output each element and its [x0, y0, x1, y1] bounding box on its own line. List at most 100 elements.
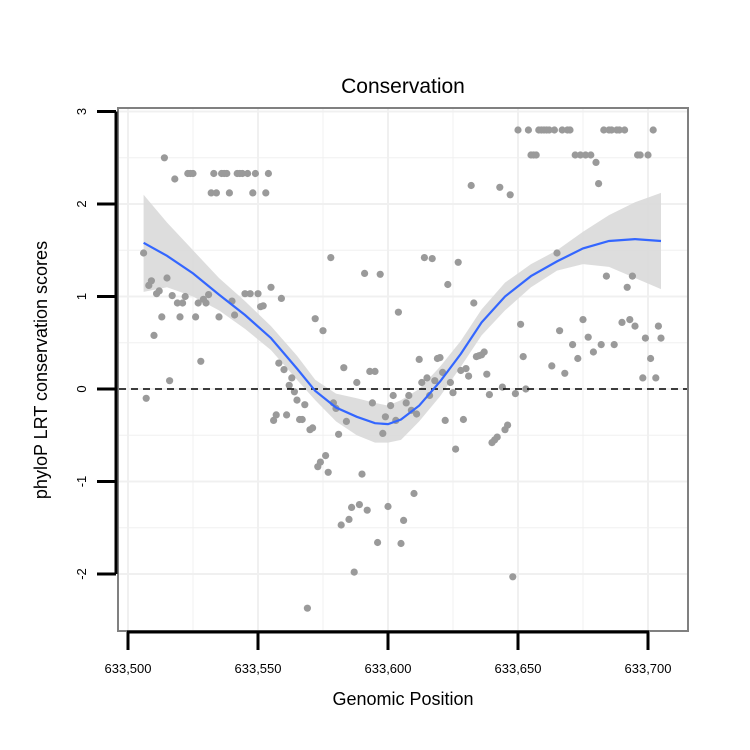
data-point: [654, 322, 663, 330]
data-point: [150, 331, 158, 339]
data-point: [327, 254, 335, 262]
data-point: [636, 151, 644, 159]
data-point: [584, 333, 592, 341]
data-point: [647, 354, 655, 363]
x-tick-label-0: 633,500: [105, 661, 152, 676]
data-point: [493, 433, 501, 441]
data-point: [316, 458, 324, 466]
x-tick-label-2: 633,600: [365, 661, 412, 676]
data-point: [280, 366, 288, 374]
data-point: [452, 445, 460, 453]
data-point: [550, 126, 559, 134]
data-point: [202, 299, 210, 307]
data-point: [142, 394, 150, 402]
data-point: [431, 377, 439, 385]
data-point: [506, 191, 514, 199]
data-point: [514, 126, 522, 134]
data-point: [275, 359, 283, 367]
x-axis-label: Genomic Position: [332, 689, 473, 709]
points-layer: [140, 126, 665, 612]
data-point: [587, 151, 595, 159]
data-point: [657, 334, 665, 342]
data-point: [532, 151, 540, 159]
data-point: [522, 385, 530, 393]
data-point: [459, 415, 467, 424]
data-point: [548, 362, 556, 370]
data-point: [322, 452, 330, 460]
data-point: [618, 318, 626, 326]
y-tick-label-4: 2: [74, 200, 89, 207]
data-point: [241, 290, 249, 298]
data-point: [465, 372, 473, 380]
data-point: [215, 313, 223, 321]
data-point: [251, 169, 259, 178]
data-point: [363, 506, 371, 514]
data-point: [311, 315, 319, 323]
data-point: [324, 468, 332, 476]
data-point: [173, 299, 181, 307]
data-point: [303, 604, 311, 612]
data-point: [517, 320, 525, 328]
data-point: [485, 391, 493, 399]
data-point: [462, 365, 470, 373]
data-point: [504, 421, 512, 429]
data-point: [574, 354, 582, 363]
data-point: [288, 374, 296, 382]
data-point: [171, 175, 179, 183]
data-point: [413, 410, 421, 418]
data-point: [556, 327, 564, 335]
data-point: [576, 151, 585, 159]
data-point: [249, 189, 257, 197]
y-tick-label-1: -1: [74, 476, 89, 488]
data-point: [483, 370, 491, 378]
data-point: [428, 255, 436, 263]
data-point: [410, 489, 418, 498]
data-point: [496, 183, 504, 191]
data-point: [467, 181, 475, 190]
data-point: [358, 470, 366, 478]
data-point: [342, 417, 350, 425]
data-point: [641, 334, 650, 342]
data-point: [446, 378, 454, 387]
data-point: [285, 381, 293, 389]
data-point: [389, 391, 397, 400]
smooth-line: [143, 237, 662, 426]
data-point: [197, 357, 205, 365]
data-point: [212, 189, 220, 197]
data-point: [405, 391, 413, 400]
data-point: [335, 430, 343, 438]
data-point: [350, 568, 358, 576]
data-point: [415, 355, 423, 363]
x-tick-label-3: 633,650: [495, 661, 542, 676]
data-point: [569, 341, 577, 349]
data-point: [639, 374, 647, 382]
data-point: [155, 287, 163, 295]
data-point: [337, 521, 345, 529]
chart-title: Conservation: [341, 75, 465, 98]
data-point: [449, 389, 457, 397]
data-point: [160, 154, 168, 162]
data-point: [553, 249, 561, 257]
data-point: [140, 249, 148, 257]
data-point: [652, 374, 660, 382]
data-point: [345, 515, 353, 524]
data-point: [610, 341, 618, 349]
data-point: [319, 327, 327, 335]
data-point: [561, 369, 569, 377]
data-point: [589, 348, 598, 356]
data-point: [444, 280, 452, 289]
data-point: [524, 126, 533, 134]
data-point: [147, 277, 155, 285]
data-point: [615, 126, 624, 134]
data-point: [470, 299, 478, 307]
data-point: [519, 353, 527, 361]
data-point: [366, 367, 374, 375]
data-point: [374, 538, 382, 547]
data-point: [381, 413, 389, 421]
data-point: [597, 341, 605, 349]
grid: [119, 109, 687, 630]
x-tick-label-4: 633,700: [625, 661, 672, 676]
data-point: [225, 189, 233, 197]
